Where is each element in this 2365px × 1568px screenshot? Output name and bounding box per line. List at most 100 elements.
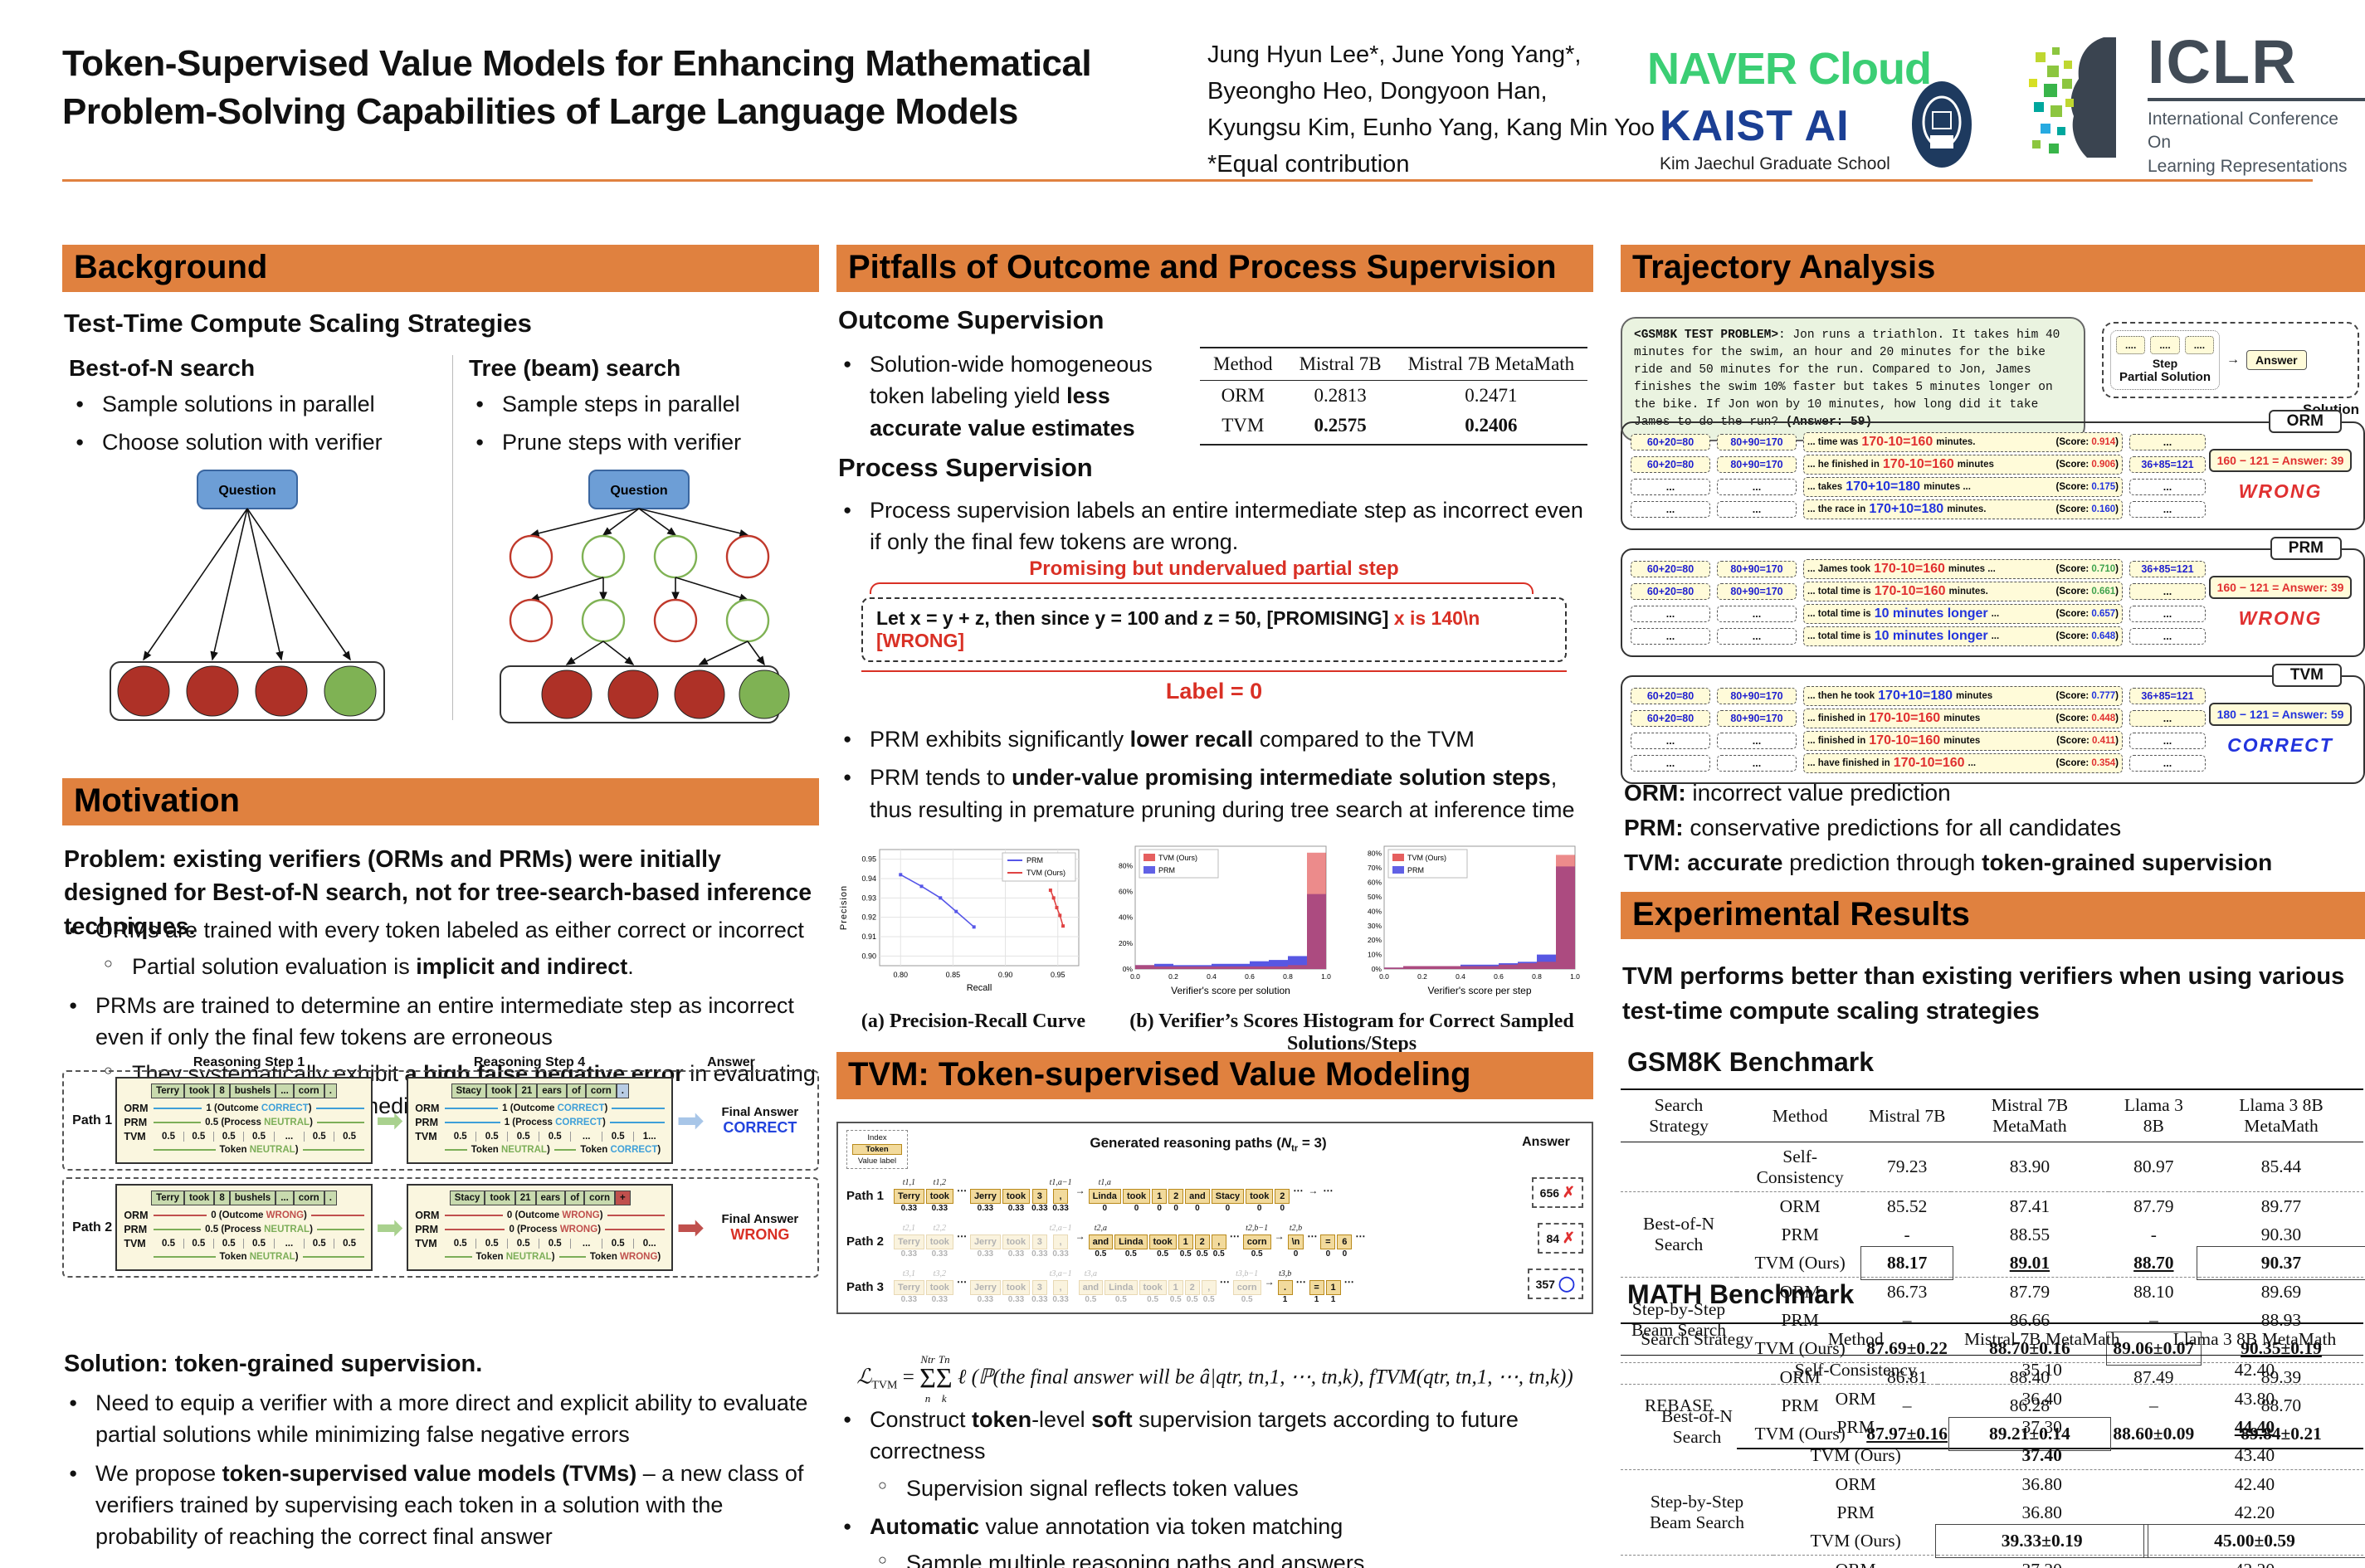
tree-search-block: Tree (beam) search Sample steps in paral… — [444, 355, 811, 728]
summary-line: ORM: incorrect value prediction — [1624, 780, 1951, 806]
svg-text:70%: 70% — [1368, 864, 1382, 872]
path-answer: 656 ✗ — [1531, 1177, 1583, 1208]
tree-search-title: Tree (beam) search — [469, 355, 681, 381]
table-row: PRM 37.30 44.40 — [1836, 1416, 2275, 1437]
token-chip: t2,b−1 corn 0.5 — [1242, 1224, 1271, 1260]
token-chip: ... — [276, 1083, 294, 1098]
svg-text:TVM (Ours): TVM (Ours) — [1026, 869, 1065, 877]
token-chip: 3 0.33 — [1031, 1269, 1048, 1306]
svg-text:TVM (Ours): TVM (Ours) — [1407, 854, 1446, 862]
solution-legend-box: ............ Step Partial Solution → Answer — [2102, 322, 2359, 398]
text-run: TVM performs better than existing verifi… — [1622, 963, 2345, 1025]
sub-list-item: Partial solution evaluation is implicit … — [95, 951, 817, 982]
svg-text:0.80: 0.80 — [893, 971, 908, 979]
svg-text:80%: 80% — [1368, 850, 1382, 858]
trajectory-row: 60+20=80 80+90=170... then he took 170+10… — [1631, 686, 2206, 706]
svg-text:0.92: 0.92 — [861, 913, 876, 922]
index-legend: Index Token Value label — [846, 1130, 908, 1169]
scaling-strategies: Best-of-N search Sample solutions in par… — [62, 355, 819, 728]
token-chip: Terry — [151, 1191, 185, 1205]
figure-path-row: Path 1 Terry took 8 bushels... corn. ORM 1 (Out… — [62, 1070, 819, 1171]
svg-text:40%: 40% — [1119, 913, 1133, 922]
svg-text:0.95: 0.95 — [1051, 971, 1065, 979]
trajectory-row: 60+20=80 80+90=170... James took 170-10=1… — [1631, 559, 2206, 579]
reasoning-step-panel: Stacy took 21 ears of corn + ORM 0 (Outcome WRON… — [407, 1184, 674, 1271]
svg-text:40%: 40% — [1368, 907, 1382, 915]
verdict-label: WRONG — [2238, 480, 2323, 502]
token-chip: 21 — [516, 1083, 538, 1098]
iclr-head-logo-icon — [2029, 37, 2116, 158]
token-chip: took 0.5 — [1148, 1224, 1177, 1260]
trajectory-row: 60+20=80 80+90=170... finished in 170-10=… — [1631, 709, 2206, 728]
token-chip: 2 0.5 — [1184, 1269, 1200, 1306]
table-row: Best-of-N Search ORM 36.40 43.80 — [1621, 1384, 2363, 1470]
step-arrow-icon: ➡ — [375, 1102, 404, 1139]
label-zero: Label = 0 — [1165, 679, 1263, 704]
kaist-subtitle: Kim Jaechul Graduate School — [1660, 154, 1890, 173]
svg-text:PRM: PRM — [1158, 866, 1175, 874]
answer-column-label: Answer — [1522, 1135, 1570, 1149]
table-row: Best-of-N Search ORM 85.52 87.41 87.79 89.77 — [1621, 1191, 2363, 1278]
token-chip: Jerry 0.33 — [969, 1178, 1001, 1215]
section-tvm-header: TVM: Token-supervised Value Modeling — [836, 1052, 1593, 1099]
svg-text:0.93: 0.93 — [861, 894, 876, 902]
motivation-problem: Problem: existing verifiers (ORMs and PR… — [64, 843, 815, 943]
author-line: *Equal contribution — [1207, 151, 1410, 178]
summary-line: PRM: conservative predictions for all ca… — [1624, 815, 2122, 840]
token-chip: = 1 — [1309, 1269, 1324, 1306]
section-results-header: Experimental Results — [1621, 892, 2365, 939]
svg-text:Recall: Recall — [967, 983, 992, 993]
caption-a: (a) Precision-Recall Curve — [861, 1010, 1086, 1032]
svg-text:0.2: 0.2 — [1417, 972, 1427, 981]
text-run: token-grained supervision — [1982, 850, 2273, 875]
svg-text:80%: 80% — [1119, 861, 1133, 869]
column-left: Background Test-Time Compute Scaling Str… — [62, 0, 819, 1568]
token-chip: of — [566, 1083, 586, 1098]
token-chip: . — [324, 1083, 337, 1098]
token-chip: corn — [293, 1083, 324, 1098]
token-chip: t2,2 took 0.33 — [925, 1224, 953, 1260]
token-chip: t2,b \n 0 — [1287, 1224, 1304, 1260]
outcome-table: Method Mistral 7B Mistral 7B MetaMath ORM 0.… — [1200, 347, 1588, 446]
brace-bottom — [861, 669, 1567, 672]
token-chip: of — [565, 1191, 585, 1205]
summary-line: TVM: accurate prediction through token-g… — [1624, 850, 2273, 875]
naver-cloud-logo: NAVER Cloud — [1647, 44, 1932, 94]
verdict-label: CORRECT — [2227, 734, 2333, 756]
list-item: Prune steps with verifier — [469, 426, 811, 458]
token-chip: bushels — [229, 1083, 276, 1098]
figure-path-row: Path 2 Terry took 8 bushels... corn. ORM 0 (Out… — [62, 1177, 819, 1278]
trajectory-panel-orm: ORM 60+20=80 80+90=170... time was 170-10=… — [1621, 410, 2365, 530]
section-pitfalls-header: Pitfalls of Outcome and Process Supervis… — [836, 245, 1593, 292]
text-run: less accurate value estimates — [870, 383, 1135, 441]
table-header: Search Strategy — [1621, 1088, 1738, 1142]
token-chip: . — [616, 1083, 629, 1098]
token-chip: Jerry 0.33 — [969, 1269, 1001, 1306]
svg-text:0.90: 0.90 — [861, 952, 876, 960]
svg-text:30%: 30% — [1368, 922, 1382, 930]
token-chip: ears — [537, 1083, 567, 1098]
svg-text:Question: Question — [610, 484, 667, 498]
table-header: Method — [1737, 1088, 1864, 1142]
sub-list-item: Supervision signal reflects token values — [870, 1473, 1593, 1504]
table-header: Llama 3 8B — [2108, 1088, 2199, 1142]
token-chip: Linda 0.5 — [1104, 1269, 1138, 1306]
token-chip: took — [486, 1083, 517, 1098]
author-line: Byeongho Heo, Dongyoon Han, — [1207, 78, 1548, 105]
tvm-path-row: Path 3 t3,1 Terry 0.33 t3,2 took 0.33 ⋯ Jerry 0.3… — [846, 1269, 1583, 1306]
trajectory-answer: 160 − 121 = Answer: 39 — [2208, 449, 2353, 472]
svg-text:0.4: 0.4 — [1456, 972, 1465, 981]
iclr-logo: ICLR International Conference On Learning… — [2148, 32, 2365, 178]
token-chip: t3,b−1 corn 0.5 — [1232, 1269, 1261, 1306]
figure-header: Reasoning Step 1 Reasoning Step 4 Answer — [193, 1055, 755, 1069]
list-item: We propose token-supervised value models… — [62, 1458, 817, 1553]
token-chip: t1,1 Terry 0.33 — [894, 1178, 924, 1215]
token-chip: Stacy — [449, 1191, 485, 1205]
header-divider — [62, 179, 2313, 182]
svg-text:0%: 0% — [1372, 965, 1382, 973]
process-supervision-heading: Process Supervision — [838, 453, 1093, 482]
